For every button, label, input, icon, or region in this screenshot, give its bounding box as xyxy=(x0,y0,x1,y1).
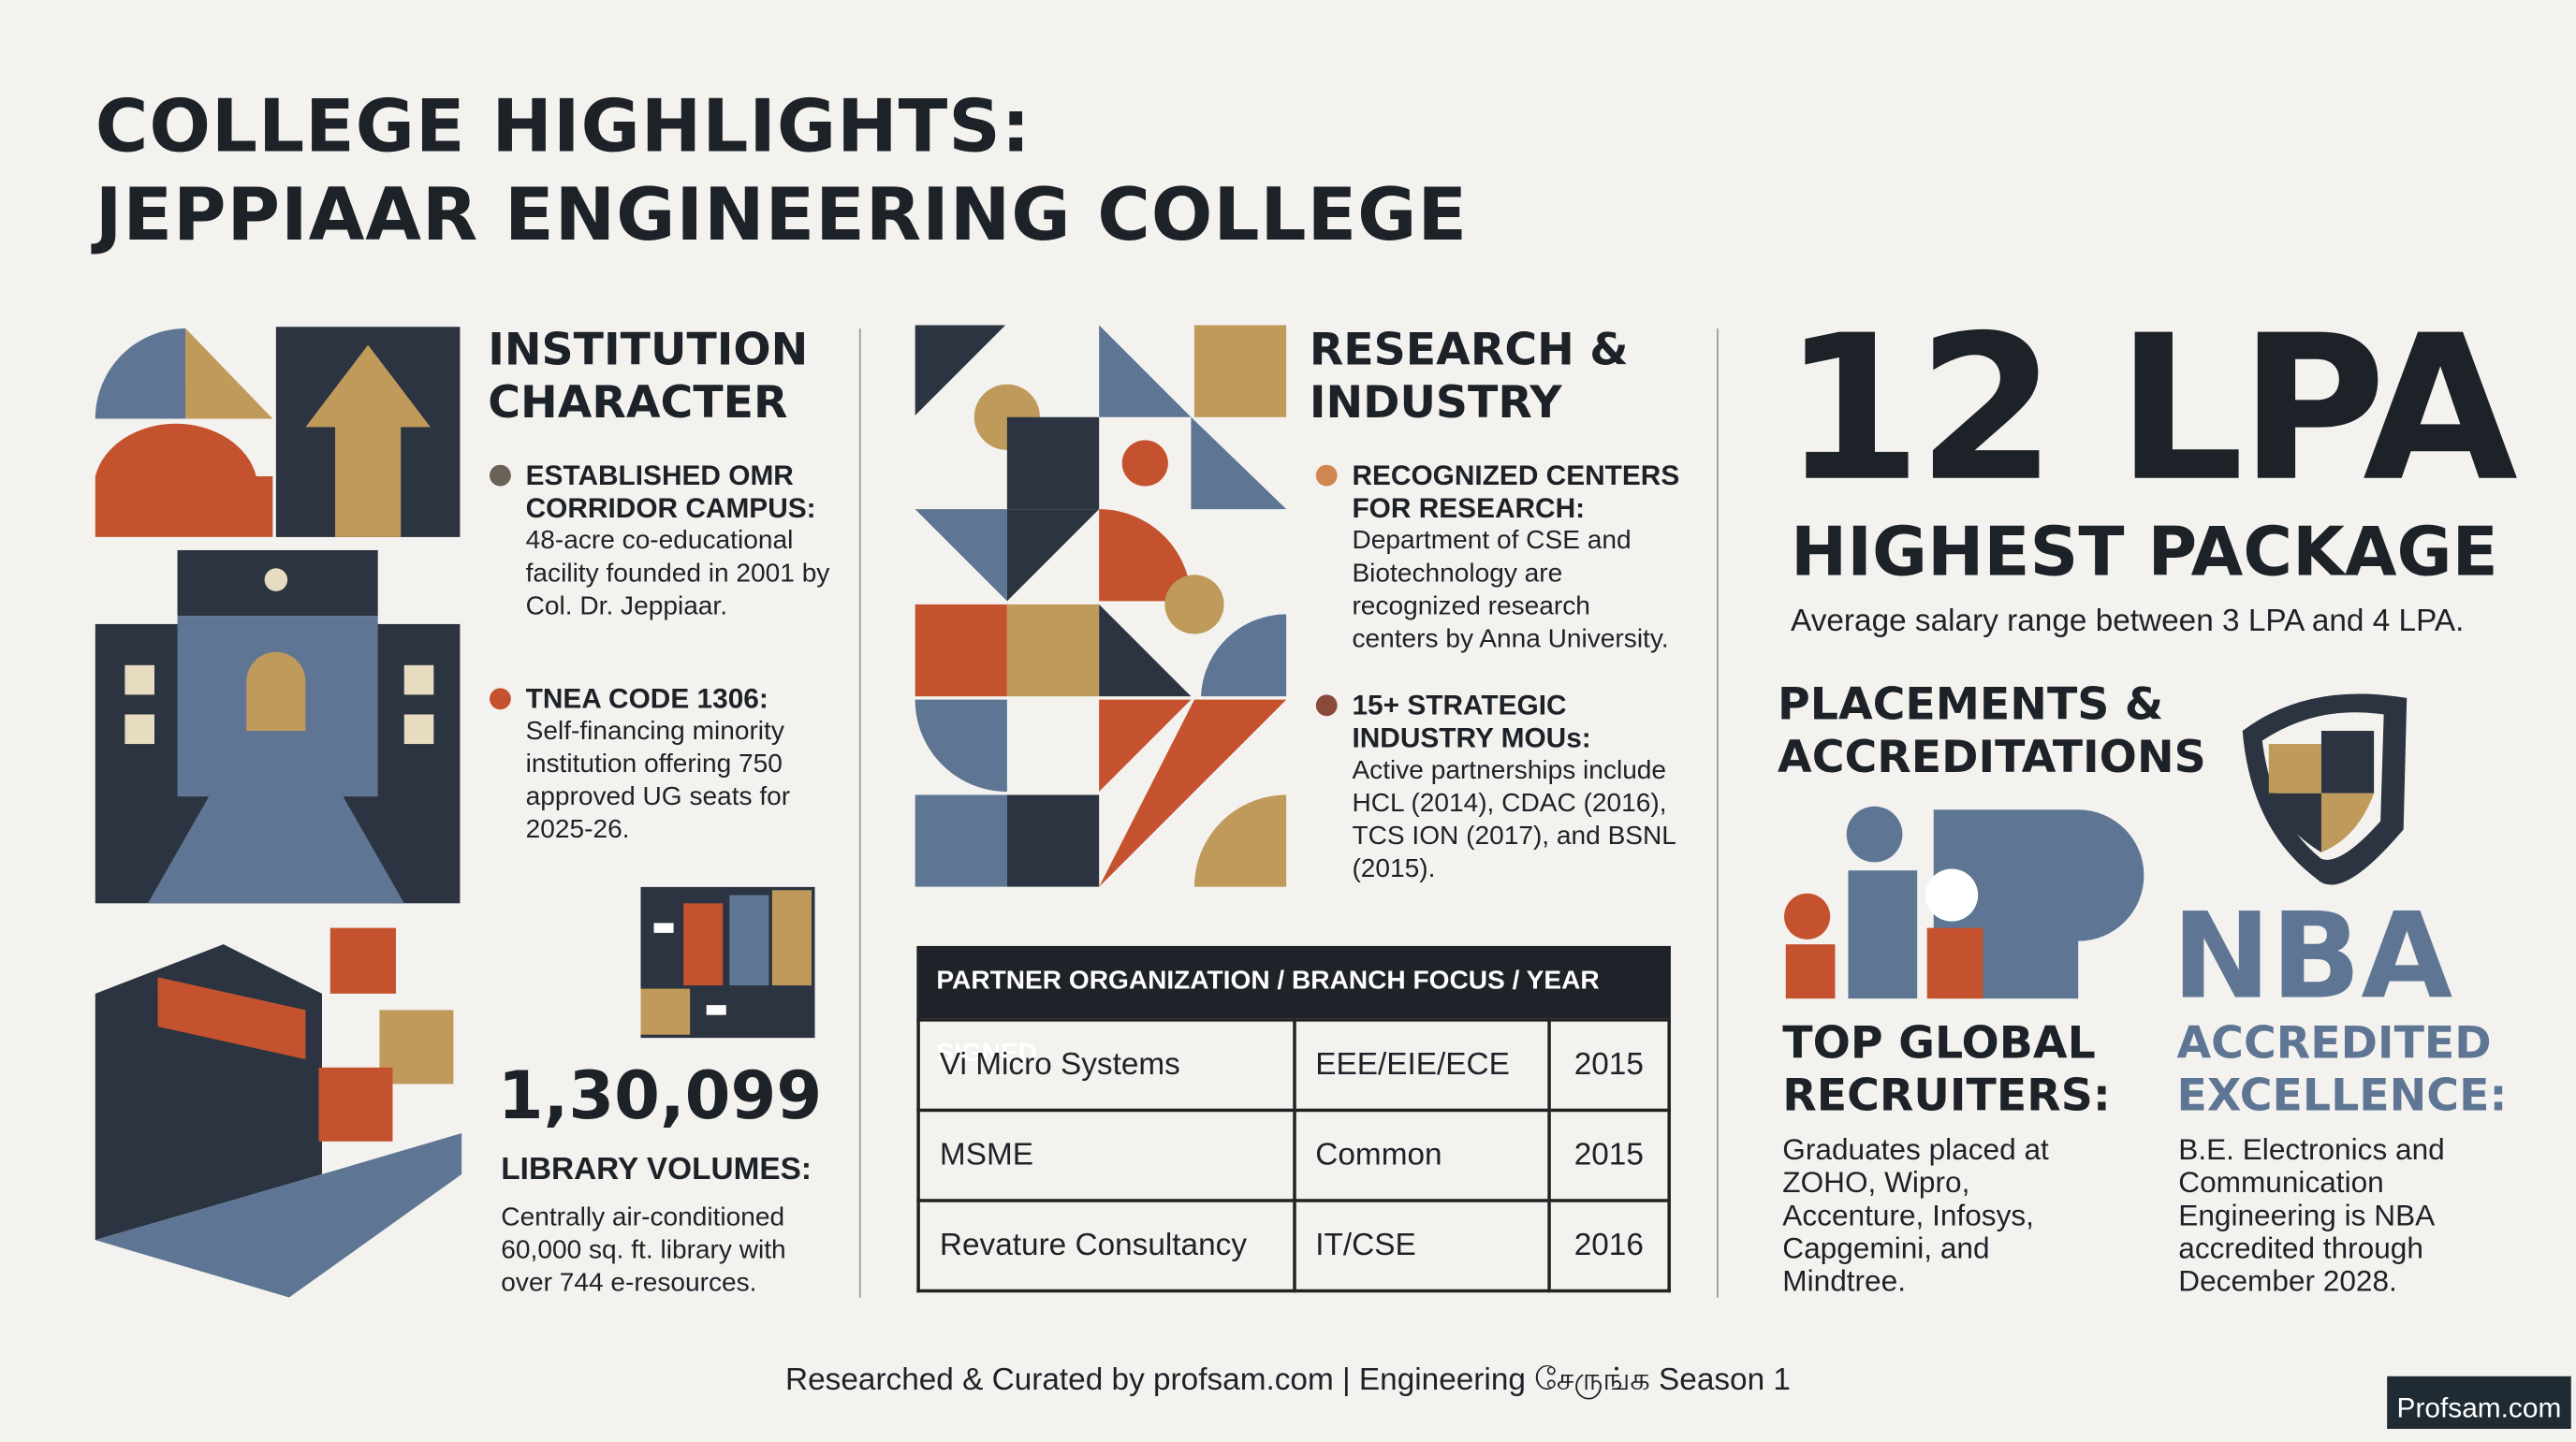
research-art xyxy=(915,325,1287,887)
item-text: Department of CSE and Biotechnology are … xyxy=(1352,527,1669,654)
library-text: Centrally air-conditioned 60,000 sq. ft.… xyxy=(501,1203,786,1298)
section-heading: INSTITUTION CHARACTER xyxy=(488,325,809,430)
divider xyxy=(858,328,861,1298)
item-title: TNEA CODE 1306: xyxy=(525,683,768,715)
nba: NBA xyxy=(2172,886,2453,1026)
table-row: Revature Consultancy IT/CSE 2016 xyxy=(916,1199,1671,1293)
divider xyxy=(1717,328,1719,1298)
nba-title: ACCREDITED EXCELLENCE: xyxy=(2176,1018,2508,1122)
item-text: Self-financing minority institution offe… xyxy=(525,717,791,845)
campus-art xyxy=(95,327,462,1298)
item-title: RECOGNIZED CENTERS FOR RESEARCH: xyxy=(1352,459,1680,524)
table-cell: MSME xyxy=(916,1108,1296,1202)
recruiters-title: TOP GLOBAL RECRUITERS: xyxy=(1782,1018,2111,1122)
table-cell: 2015 xyxy=(1546,1018,1671,1113)
nba-text: B.E. Electronics and Communication Engin… xyxy=(2178,1133,2445,1298)
table-header: PARTNER ORGANIZATION / BRANCH FOCUS / YE… xyxy=(916,945,1671,1068)
section-heading: PLACEMENTS & ACCREDITATIONS xyxy=(1778,679,2206,784)
item-title: 15+ STRATEGIC INDUSTRY MOUs: xyxy=(1352,690,1591,754)
item-title: ESTABLISHED OMR CORRIDOR CAMPUS: xyxy=(525,459,816,524)
table-cell: 2015 xyxy=(1546,1108,1671,1202)
item-text: Active partnerships include HCL (2014), … xyxy=(1352,757,1676,884)
table-cell: EEE/EIE/ECE xyxy=(1292,1018,1551,1113)
table-cell: 2016 xyxy=(1546,1199,1671,1293)
package-label: HIGHEST PACKAGE xyxy=(1791,512,2498,591)
library-count: 1,30,099 xyxy=(497,1059,823,1135)
table-cell: IT/CSE xyxy=(1292,1199,1551,1293)
title: JEPPIAAR ENGINEERING COLLEGE xyxy=(95,174,1469,258)
table: PARTNER ORGANIZATION / BRANCH FOCUS / YE… xyxy=(916,945,1671,1293)
table-row: Vi Micro Systems EEE/EIE/ECE 2015 xyxy=(916,1018,1671,1113)
table-cell: Common xyxy=(1292,1108,1551,1202)
library-label: LIBRARY VOLUMES: xyxy=(501,1153,812,1187)
placement-art xyxy=(1784,693,2408,999)
books-art xyxy=(640,886,815,1039)
package: 12 LPA xyxy=(1782,292,2518,526)
title: COLLEGE HIGHLIGHTS: xyxy=(95,85,1032,169)
table-cell: Vi Micro Systems xyxy=(916,1018,1296,1113)
footer-credit: Researched & Curated by profsam.com | En… xyxy=(785,1362,1791,1398)
section-heading: RESEARCH & INDUSTRY xyxy=(1309,325,1629,430)
table-cell: Revature Consultancy xyxy=(916,1199,1296,1293)
average-salary: Average salary range between 3 LPA and 4… xyxy=(1791,604,2465,639)
item-text: 48-acre co-educational facility founded … xyxy=(525,527,830,621)
logo: Profsam.com xyxy=(2387,1376,2571,1429)
table-body: Vi Micro Systems EEE/EIE/ECE 2015 MSME Commo… xyxy=(916,1018,1671,1293)
table-row: MSME Common 2015 xyxy=(916,1108,1671,1202)
recruiters-text: Graduates placed at ZOHO, Wipro, Accentu… xyxy=(1782,1133,2049,1298)
